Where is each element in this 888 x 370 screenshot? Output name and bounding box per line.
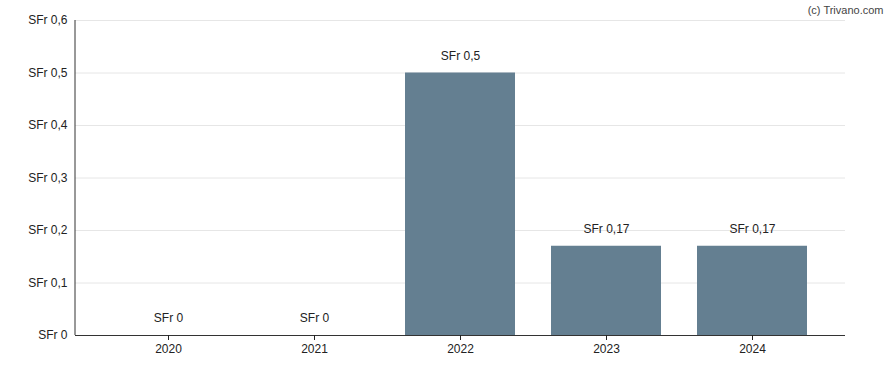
svg-text:2022: 2022	[447, 342, 474, 356]
svg-text:2021: 2021	[301, 342, 328, 356]
svg-text:SFr 0: SFr 0	[300, 311, 330, 325]
svg-text:SFr 0,17: SFr 0,17	[729, 222, 775, 236]
svg-text:2023: 2023	[593, 342, 620, 356]
svg-text:SFr 0,2: SFr 0,2	[28, 223, 68, 237]
svg-text:2020: 2020	[155, 342, 182, 356]
svg-text:SFr 0: SFr 0	[154, 311, 184, 325]
svg-text:SFr 0,17: SFr 0,17	[583, 222, 629, 236]
svg-text:SFr 0: SFr 0	[38, 328, 68, 342]
svg-text:SFr 0,4: SFr 0,4	[28, 118, 68, 132]
svg-text:SFr 0,1: SFr 0,1	[28, 276, 68, 290]
svg-text:SFr 0,6: SFr 0,6	[28, 13, 68, 27]
svg-text:SFr 0,5: SFr 0,5	[28, 66, 68, 80]
svg-text:SFr 0,3: SFr 0,3	[28, 171, 68, 185]
svg-text:(c) Trivano.com: (c) Trivano.com	[808, 4, 884, 16]
svg-text:SFr 0,5: SFr 0,5	[441, 49, 481, 63]
svg-text:2024: 2024	[739, 342, 766, 356]
